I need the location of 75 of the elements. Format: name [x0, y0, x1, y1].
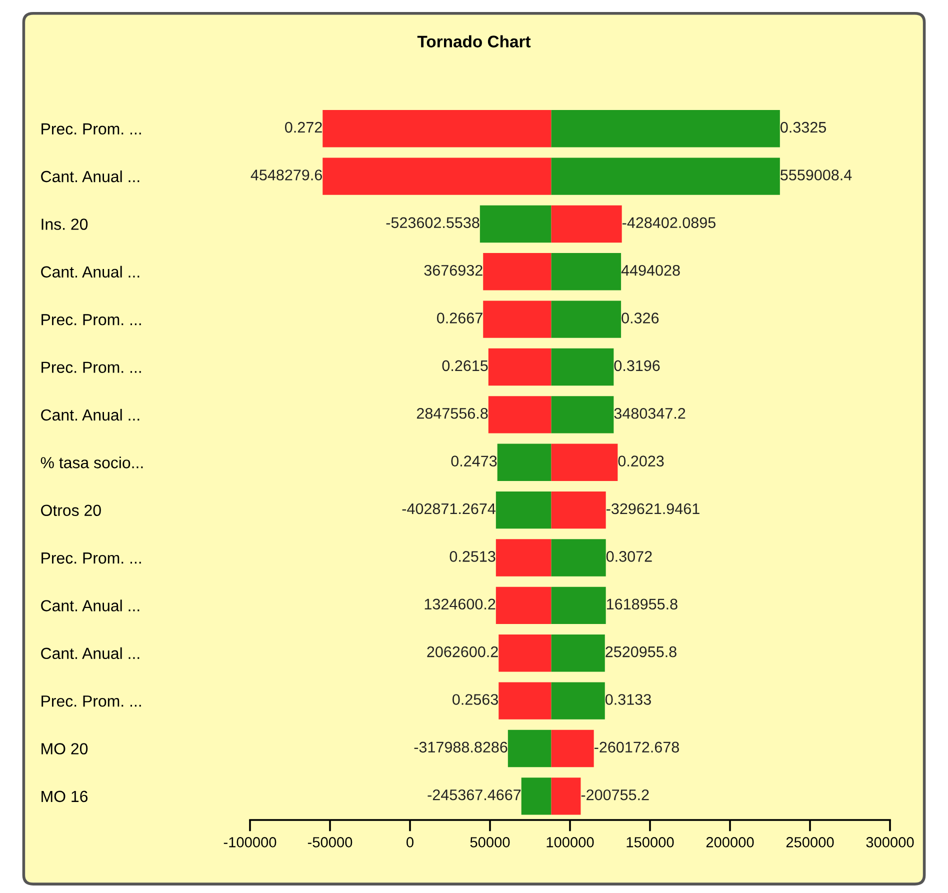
annotation: 4548279.6 [250, 170, 322, 180]
annotation: 0.3072 [606, 551, 652, 562]
annotation: -523602.5538 [386, 217, 480, 228]
y-tick-label: % tasa socio... [40, 456, 143, 468]
annotation: -260172.678 [594, 742, 679, 753]
annotation: -428402.0895 [622, 217, 716, 228]
y-tick-label: Prec. Prom. ... [42, 552, 141, 564]
y-tick-label: Ins. 20 [42, 218, 88, 230]
y-tick-label: Prec. Prom. ... [42, 362, 141, 373]
bar [498, 634, 552, 672]
annotation: 5559008.4 [780, 170, 852, 180]
y-tick-label: Cant. Anual ... [41, 170, 140, 182]
x-tick-label: 0 [406, 837, 414, 848]
annotation: 1324600.2 [424, 598, 496, 610]
annotation: 0.3196 [614, 360, 660, 372]
x-tick-label: 250000 [786, 837, 834, 848]
bar [551, 586, 606, 624]
bar [483, 300, 552, 338]
y-tick-label: Cant. Anual ... [41, 600, 140, 612]
y-tick-label: Prec. Prom. ... [42, 696, 141, 707]
bar [496, 539, 552, 576]
annotation: 3480347.2 [614, 408, 686, 419]
annotation: 0.272 [285, 122, 322, 133]
annotation: -329621.9461 [606, 503, 700, 514]
bar [551, 253, 622, 290]
bar [551, 110, 780, 148]
annotation: 0.2473 [451, 456, 497, 466]
bar [551, 682, 605, 720]
annotation: 0.2023 [618, 456, 664, 466]
annotation: -200755.2 [581, 789, 649, 800]
y-tick-label: Prec. Prom. ... [42, 314, 141, 326]
bar [488, 396, 552, 434]
annotation: -317988.8286 [414, 742, 508, 753]
bar [488, 348, 552, 386]
bar [498, 682, 552, 720]
annotation: 4494028 [621, 264, 680, 276]
y-tick-label: MO 16 [42, 790, 88, 802]
bar [551, 539, 606, 576]
bar [551, 300, 622, 338]
bar [483, 253, 552, 290]
annotation: 3676932 [424, 264, 482, 276]
y-tick-label: Cant. Anual ... [41, 266, 140, 278]
annotation: 0.3133 [605, 694, 651, 705]
x-tick-label: -100000 [224, 837, 276, 848]
bar [322, 158, 552, 195]
bar [551, 158, 780, 195]
annotation: 0.2513 [450, 551, 496, 562]
x-tick-label: 200000 [706, 837, 754, 848]
y-tick-label: MO 20 [42, 743, 88, 754]
x-tick-label: 150000 [626, 837, 674, 848]
bar [551, 634, 605, 672]
annotation: 2062600.2 [427, 646, 498, 658]
x-tick-label: 100000 [546, 837, 594, 848]
x-tick-label: 300000 [866, 837, 914, 848]
bar [551, 348, 614, 386]
x-tick-label: -50000 [308, 837, 352, 848]
annotation: 0.326 [622, 312, 659, 324]
annotation: 0.2615 [442, 360, 488, 372]
y-tick-label: Cant. Anual ... [41, 647, 140, 660]
annotation: 0.3325 [780, 122, 826, 133]
y-tick-label: Prec. Prom. ... [42, 123, 141, 135]
y-tick-label: Otros 20 [41, 504, 101, 516]
y-tick-label: Cant. Anual ... [41, 408, 140, 421]
annotation: 1618955.8 [607, 598, 678, 610]
bar [551, 396, 614, 434]
annotation: 2847556.8 [416, 408, 488, 419]
annotation: -245367.4667 [428, 789, 521, 800]
chart-title: Tornado Chart [417, 35, 531, 48]
bar [496, 586, 552, 624]
annotation: -402871.2674 [402, 503, 496, 514]
annotation: 0.2563 [452, 694, 498, 705]
annotation: 2520955.8 [606, 646, 676, 658]
x-tick-label: 50000 [470, 837, 510, 848]
bar [322, 110, 552, 148]
annotation: 0.2667 [436, 312, 482, 324]
